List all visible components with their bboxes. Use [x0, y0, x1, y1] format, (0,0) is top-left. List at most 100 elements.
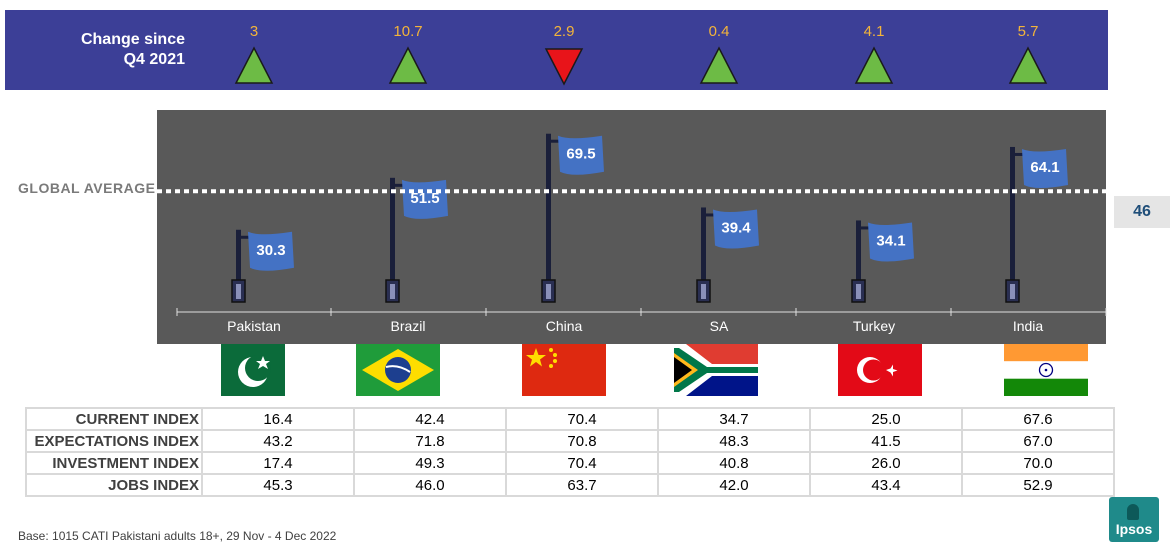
pole-base-window — [1010, 284, 1015, 299]
flag-bracket — [395, 183, 403, 187]
brazil-flag-icon — [356, 344, 440, 396]
table-cell: 49.3 — [353, 451, 507, 475]
table-cell: 45.3 — [201, 473, 355, 497]
table-cell: 63.7 — [505, 473, 659, 497]
flag-bracket — [706, 213, 714, 217]
table-cell: 42.4 — [353, 407, 507, 431]
flag-value-label: 64.1 — [1030, 159, 1059, 176]
flag-value-label: 30.3 — [256, 242, 285, 259]
flag-pole — [1010, 146, 1015, 280]
base-note: Base: 1015 CATI Pakistani adults 18+, 29… — [18, 529, 337, 543]
flag-banner — [248, 231, 294, 271]
x-tick-label: Brazil — [390, 318, 425, 334]
change-value: 5.7 — [1018, 23, 1039, 40]
up-triangle-icon — [388, 46, 428, 84]
flag-banner — [713, 209, 759, 249]
flag-pole — [236, 229, 241, 280]
pole-base-window — [546, 284, 551, 299]
flag-value-label: 34.1 — [876, 232, 905, 249]
table-row: INVESTMENT INDEX 17.4 49.3 70.4 40.8 26.0 70.0 — [25, 451, 1115, 475]
row-label: CURRENT INDEX — [25, 407, 203, 431]
flag-mark: 34.1 — [851, 220, 914, 303]
flag-mark: 39.4 — [696, 207, 759, 303]
table-cell: 52.9 — [961, 473, 1115, 497]
change-since-label: Change since Q4 2021 — [45, 30, 185, 70]
flag-pole — [546, 133, 551, 280]
flag-banner — [1022, 148, 1068, 188]
pakistan-flag-icon — [203, 344, 285, 396]
change-since-line2: Q4 2021 — [123, 51, 185, 68]
change-since-line1: Change since — [80, 31, 185, 48]
up-triangle-icon — [234, 46, 274, 84]
flag-value-label: 51.5 — [410, 190, 439, 207]
flag-bracket — [861, 226, 869, 230]
table-cell: 70.4 — [505, 407, 659, 431]
flag-chart: 30.3 51.5 69.5 39.4 34.1 64.1 Pakistan Brazil Ch… — [157, 110, 1107, 344]
table-cell: 26.0 — [809, 451, 963, 475]
flag-pole — [390, 177, 395, 280]
change-value: 2.9 — [554, 23, 575, 40]
table-row: JOBS INDEX 45.3 46.0 63.7 42.0 43.4 52.9 — [25, 473, 1115, 497]
flag-mark: 64.1 — [1005, 146, 1068, 303]
table-cell: 41.5 — [809, 429, 963, 453]
table-cell: 46.0 — [353, 473, 507, 497]
table-cell: 17.4 — [201, 451, 355, 475]
ipsos-logo-text: Ipsos — [1115, 521, 1153, 537]
flag-pole — [856, 220, 861, 280]
india-flag-icon — [1004, 344, 1088, 396]
row-label: INVESTMENT INDEX — [25, 451, 203, 475]
x-tick-label: SA — [710, 318, 729, 334]
global-average-value: 46 — [1114, 196, 1170, 228]
table-cell: 67.0 — [961, 429, 1115, 453]
turkey-flag-icon — [838, 344, 922, 396]
table-cell: 70.8 — [505, 429, 659, 453]
table-cell: 25.0 — [809, 407, 963, 431]
table-cell: 42.0 — [657, 473, 811, 497]
table-cell: 71.8 — [353, 429, 507, 453]
table-row: EXPECTATIONS INDEX 43.2 71.8 70.8 48.3 41.5 67… — [25, 429, 1115, 453]
table-cell: 40.8 — [657, 451, 811, 475]
up-triangle-icon — [1008, 46, 1048, 84]
x-tick-label: China — [546, 318, 583, 334]
table-cell: 43.4 — [809, 473, 963, 497]
flag-value-label: 69.5 — [566, 146, 595, 163]
table-row: CURRENT INDEX 16.4 42.4 70.4 34.7 25.0 67.6 — [25, 407, 1115, 431]
table-cell: 16.4 — [201, 407, 355, 431]
chart-background — [157, 110, 1106, 344]
table-cell: 70.0 — [961, 451, 1115, 475]
pole-base-window — [856, 284, 861, 299]
change-value: 4.1 — [864, 23, 885, 40]
index-table: CURRENT INDEX 16.4 42.4 70.4 34.7 25.0 67.6 EXP… — [25, 407, 1115, 497]
flag-banner — [558, 135, 604, 175]
ipsos-logo-mark — [1127, 504, 1139, 520]
table-cell: 67.6 — [961, 407, 1115, 431]
up-triangle-icon — [854, 46, 894, 84]
flag-value-label: 39.4 — [721, 219, 751, 236]
global-average-label: GLOBAL AVERAGE — [18, 180, 156, 196]
row-label: JOBS INDEX — [25, 473, 203, 497]
flag-mark: 30.3 — [231, 229, 294, 303]
up-triangle-icon — [699, 46, 739, 84]
pole-base-window — [236, 284, 241, 299]
table-cell: 70.4 — [505, 451, 659, 475]
change-indicators: 3 10.7 2.9 0.4 4.1 5.7 — [234, 23, 1048, 86]
down-triangle-icon — [544, 48, 584, 86]
flag-pole — [701, 207, 706, 280]
change-value: 10.7 — [393, 23, 422, 40]
x-tick-label: Pakistan — [227, 318, 281, 334]
flag-mark: 69.5 — [541, 133, 604, 303]
table-cell: 43.2 — [201, 429, 355, 453]
change-value: 3 — [250, 23, 258, 40]
flag-bracket — [1015, 152, 1023, 156]
ipsos-logo: Ipsos — [1109, 497, 1159, 542]
x-tick-label: Turkey — [853, 318, 895, 334]
pole-base-window — [390, 284, 395, 299]
table-cell: 48.3 — [657, 429, 811, 453]
flag-bracket — [551, 139, 559, 143]
flag-banner — [868, 222, 914, 262]
x-tick-label: India — [1013, 318, 1044, 334]
pole-base-window — [701, 284, 706, 299]
china-flag-icon — [522, 344, 606, 396]
change-value: 0.4 — [709, 23, 730, 40]
table-cell: 34.7 — [657, 407, 811, 431]
